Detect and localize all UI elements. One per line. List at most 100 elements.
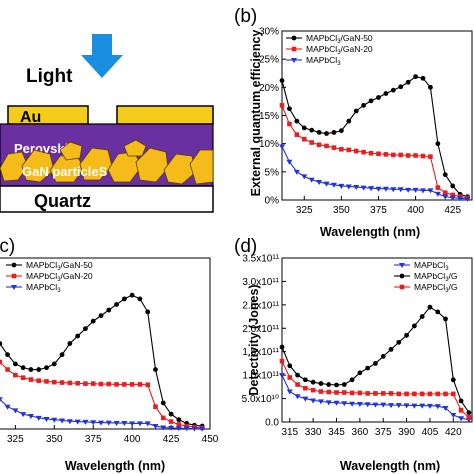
chart-b-data-point: [339, 147, 344, 152]
chart-c-data-point: [98, 381, 104, 387]
chart-d-ytick-label: 1.5x10¹¹: [242, 347, 279, 358]
chart-c-data-point: [12, 361, 18, 367]
chart-c-data-point: [59, 380, 65, 385]
chart-c-data-point: [129, 292, 135, 298]
chart-d-ytick-label: 1.0x10¹¹: [242, 371, 279, 382]
chart-b-data-point: [390, 87, 396, 93]
chart-c-data-point: [105, 420, 112, 426]
chart-d-data-point: [466, 410, 472, 416]
chart-c-data-point: [74, 419, 81, 425]
chart-c-data-point: [90, 420, 97, 426]
chart-d-data-point: [451, 391, 456, 397]
chart-c-data-point: [36, 367, 42, 372]
chart-d-data-point: [450, 377, 456, 383]
chart-d-data-point: [443, 316, 448, 322]
chart-b-data-point: [301, 125, 307, 131]
chart-b-data-point: [442, 172, 448, 178]
chart-c-data-point: [90, 381, 96, 386]
chart-d: Detectivity (Jones) Wavelength (nm) 315 3…: [242, 254, 473, 473]
chart-b-data-point: [435, 141, 441, 147]
chart-d-data-point: [302, 377, 308, 383]
chart-b-data-point: [405, 153, 411, 158]
chart-b-data-point: [368, 186, 375, 192]
chart-d-data-point: [357, 390, 363, 396]
chart-b: External quantum efficiency Wavelength (…: [249, 27, 473, 239]
chart-c-data-point: [152, 424, 159, 430]
chart-b-data-point: [323, 181, 330, 187]
chart-c-data-point: [144, 421, 151, 427]
chart-d-legend-label: MAPbCl3/G: [414, 282, 458, 294]
chart-b-data-point: [301, 136, 307, 142]
chart-b-data-point: [434, 191, 441, 197]
chart-d-series-line: [281, 360, 470, 418]
chart-b-ytick-label: 5%: [265, 167, 280, 178]
chart-d-data-point: [395, 403, 402, 409]
chart-c-data-point: [90, 318, 96, 324]
chart-d-xtick-label: 360: [352, 427, 369, 438]
chart-c-series-line: [0, 398, 203, 430]
chart-b-data-point: [405, 79, 411, 85]
chart-b-data-point: [398, 84, 404, 90]
chart-c-xtick-label: 325: [7, 434, 24, 445]
chart-c-data-point: [35, 415, 42, 421]
chart-b-legend-marker: [291, 58, 297, 63]
panel-label-d: (d): [234, 236, 257, 257]
chart-b-legend-label: MAPbCl3/GaN-50: [306, 33, 373, 45]
chart-d-data-point: [435, 309, 441, 315]
chart-d-xtick-label: 315: [281, 427, 298, 438]
chart-d-frame: [281, 257, 473, 423]
chart-d-legend-marker: [399, 263, 405, 268]
chart-d-data-point: [458, 416, 465, 422]
light-arrow-icon: [81, 34, 123, 78]
chart-b-ytick-label: 0%: [265, 196, 280, 207]
chart-c-data-point: [145, 309, 151, 315]
chart-b-data-point: [435, 185, 441, 190]
chart-c-data-point: [4, 404, 11, 410]
chart-b-data-point: [293, 169, 300, 175]
chart-b-ylabel: External quantum efficiency: [249, 30, 263, 197]
chart-d-data-point: [373, 391, 378, 396]
chart-b-data-point: [346, 147, 352, 153]
chart-c-data-point: [83, 326, 88, 332]
chart-b-data-point: [309, 140, 314, 145]
chart-b-series-line: [281, 146, 468, 200]
chart-b-data-point: [405, 187, 412, 193]
chart-b-data-point: [383, 91, 389, 96]
chart-c-data-point: [20, 375, 26, 380]
chart-c-data-point: [13, 372, 18, 378]
chart-d-data-point: [458, 398, 464, 404]
chart-d-data-point: [349, 390, 355, 396]
chart-d-data-point: [341, 382, 347, 387]
chart-b-data-point: [413, 153, 418, 158]
chart-d-data-point: [310, 387, 316, 393]
chart-c-data-point: [137, 296, 143, 302]
chart-d-xtick-label: 405: [422, 427, 439, 438]
chart-c-data-point: [28, 367, 34, 372]
chart-b-data-point: [330, 182, 337, 188]
chart-c-data-point: [83, 381, 88, 386]
chart-d-data-point: [357, 370, 363, 376]
chart-d-data-point: [466, 415, 472, 420]
chart-b-data-point: [316, 179, 323, 185]
chart-d-data-point: [356, 401, 363, 407]
chart-c-legend-label: MAPbCl3/GaN-20: [26, 271, 93, 283]
chart-d-ytick-label: 0.0: [265, 418, 279, 429]
chart-d-data-point: [279, 344, 285, 350]
chart-d-data-point: [326, 382, 332, 387]
chart-c-series-line: [0, 361, 203, 429]
chart-b-data-point: [316, 142, 322, 148]
chart-d-data-point: [380, 402, 387, 408]
chart-b-data-point: [353, 148, 359, 154]
device-schematic: Light Au Perovskite GaN particleS Quartz: [0, 34, 214, 213]
chart-c-data-point: [160, 400, 166, 406]
chart-d-data-point: [419, 403, 426, 409]
chart-c-data-point: [20, 365, 26, 371]
chart-c-legend-label: MAPbCl3/GaN-50: [26, 260, 93, 272]
chart-d-plot: 315 330 345 360 375 390 405 420 0.0 5.0x10¹⁰ 1.0x1…: [242, 254, 473, 438]
chart-b-data-point: [294, 132, 300, 137]
chart-b-data-point: [427, 188, 434, 194]
chart-b-data-point: [353, 185, 360, 191]
chart-b-data-point: [279, 144, 285, 150]
chart-c-legend-marker: [11, 262, 17, 268]
